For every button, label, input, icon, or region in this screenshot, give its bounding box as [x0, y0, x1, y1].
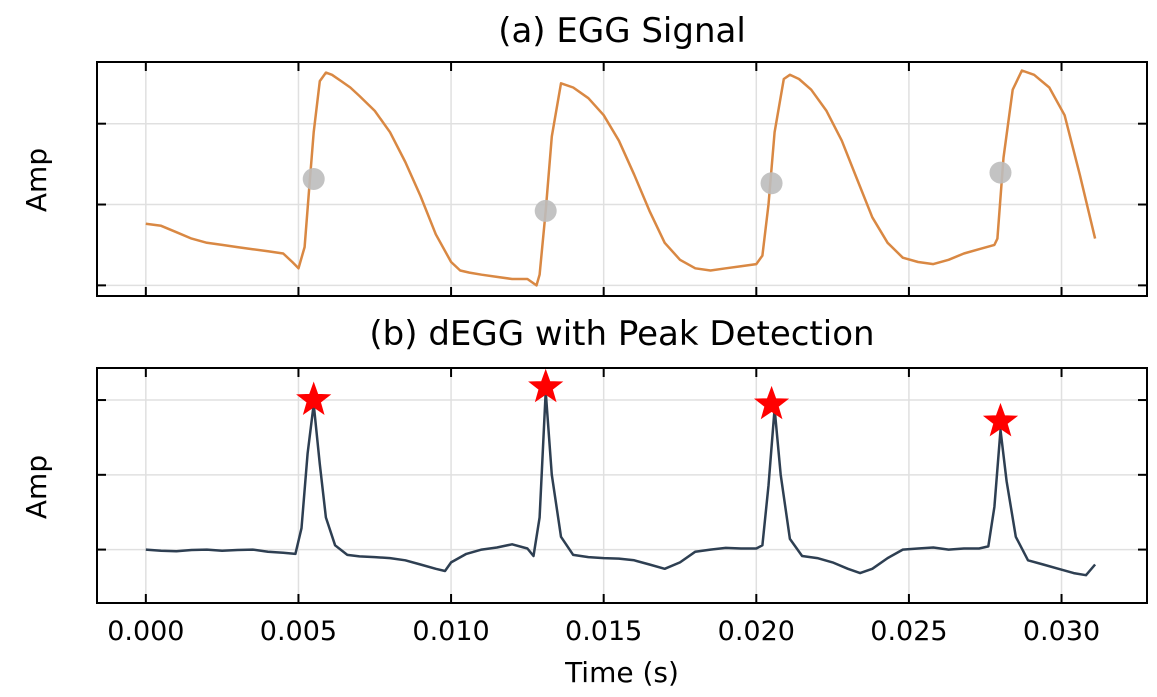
degg-peak-star	[296, 381, 332, 415]
degg-signal-line	[145, 390, 1097, 577]
degg-x-tick-label: 0.015	[565, 616, 642, 647]
egg-signal-panel: (a) EGG Signal Amp	[20, 11, 1148, 297]
degg-peak-star	[754, 385, 790, 420]
degg-x-tick-label: 0.010	[412, 616, 489, 647]
degg-x-tick-label: 0.000	[107, 616, 184, 647]
degg-x-tick-label: 0.030	[1023, 616, 1100, 647]
degg-peak-star	[528, 368, 564, 403]
egg-marker-point	[760, 172, 783, 195]
degg-ticks	[97, 368, 1147, 603]
degg-x-tick-labels: 0.000 0.005 0.010 0.015 0.020 0.025 0.030	[107, 616, 1100, 647]
egg-marker-point	[534, 199, 557, 222]
egg-marker-point	[989, 161, 1012, 184]
degg-peak-star	[982, 402, 1019, 437]
egg-signal-title: (a) EGG Signal	[498, 11, 746, 51]
egg-signal-plot-area	[145, 69, 1097, 287]
degg-x-tick-label: 0.025	[870, 616, 947, 647]
degg-axes-frame	[96, 367, 1148, 604]
degg-x-tick-label: 0.005	[260, 616, 337, 647]
degg-x-axis-label: Time (s)	[564, 656, 679, 689]
egg-signal-axes-frame	[96, 61, 1148, 297]
degg-plot-area	[145, 368, 1097, 577]
degg-panel: (b) dEGG with Peak Detection Amp 0.000 0.…	[20, 314, 1148, 689]
degg-x-tick-label: 0.020	[718, 616, 795, 647]
egg-signal-ticks	[97, 62, 1147, 296]
egg-signal-y-axis-label: Amp	[20, 148, 53, 212]
egg-marker-point	[302, 168, 325, 190]
egg-signal-grid	[97, 62, 1147, 296]
degg-y-axis-label: Amp	[20, 455, 53, 519]
degg-title: (b) dEGG with Peak Detection	[369, 314, 874, 354]
degg-grid	[97, 368, 1147, 603]
egg-signal-line	[145, 69, 1097, 287]
